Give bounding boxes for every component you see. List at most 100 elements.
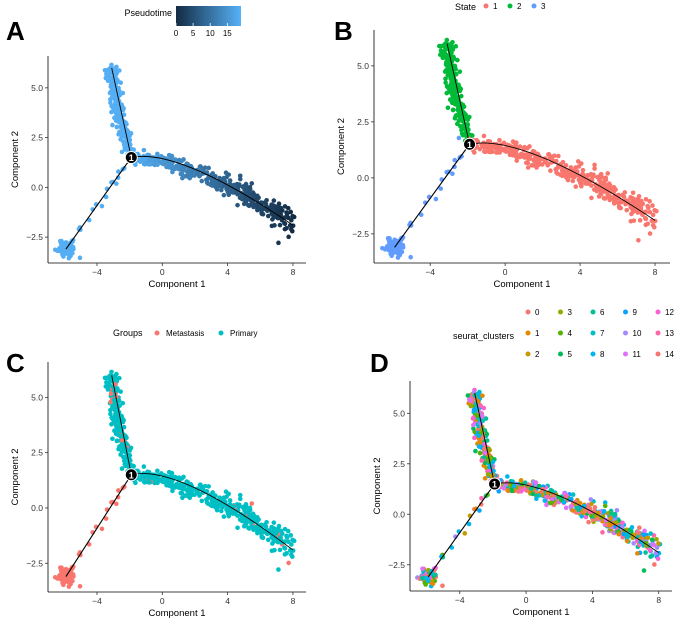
y-axis-title: Component 2 — [372, 457, 383, 514]
cell-point — [655, 556, 661, 562]
legend-key — [590, 309, 596, 315]
legend-key — [590, 351, 596, 357]
cell-point — [616, 531, 622, 537]
y-tick-label: 2.5 — [357, 117, 369, 127]
cell-point — [472, 150, 477, 155]
cell-point — [647, 198, 652, 204]
cell-point — [121, 106, 126, 111]
cell-point — [513, 140, 519, 145]
cell-point — [99, 526, 105, 532]
cell-point — [282, 204, 288, 209]
cell-point — [592, 162, 597, 168]
cell-point — [282, 552, 288, 557]
cell-point — [148, 474, 153, 480]
cell-point — [476, 433, 482, 439]
cell-point — [68, 581, 73, 587]
cell-point — [391, 246, 397, 252]
cell-point — [471, 407, 477, 413]
cell-point — [169, 153, 175, 159]
cell-point — [166, 165, 172, 170]
cell-point — [146, 479, 151, 485]
cell-point — [275, 528, 281, 533]
y-tick-label: 2.5 — [31, 448, 43, 458]
cell-point — [645, 203, 650, 209]
cell-point — [477, 146, 483, 152]
cell-point — [108, 391, 114, 396]
cell-point — [272, 212, 278, 217]
x-tick-label: 4 — [225, 596, 230, 606]
cell-point — [479, 414, 485, 419]
cell-point — [444, 59, 449, 65]
cell-point — [392, 237, 397, 243]
cell-point — [544, 502, 549, 508]
cell-point — [227, 178, 233, 183]
cell-point — [148, 157, 153, 162]
cell-point — [474, 413, 480, 419]
legend-key — [154, 330, 160, 336]
cell-point — [205, 501, 211, 506]
cell-point — [547, 155, 553, 161]
legend-key — [525, 309, 531, 315]
cell-point — [630, 196, 635, 201]
colorbar-tick-label: 10 — [206, 29, 215, 38]
y-tick-label: 0.0 — [31, 182, 43, 192]
cell-point — [286, 539, 291, 545]
x-tick-label: 4 — [590, 595, 595, 605]
cell-point — [536, 493, 542, 498]
cell-point — [397, 252, 403, 258]
legend-label: 12 — [665, 308, 674, 317]
cell-point — [118, 434, 124, 439]
cell-point — [525, 165, 531, 170]
legend: State 1 2 3 — [455, 2, 546, 12]
cell-point — [284, 533, 289, 539]
x-tick-label: −4 — [92, 596, 102, 606]
cell-point — [278, 539, 284, 545]
cell-point — [652, 562, 657, 567]
cell-point — [77, 583, 83, 589]
cell-point — [141, 147, 147, 153]
panel-label-B: B — [334, 16, 353, 46]
cell-point — [141, 161, 147, 167]
cell-point — [288, 533, 294, 538]
cell-point — [446, 169, 451, 175]
cell-point — [461, 104, 466, 110]
cell-point — [288, 209, 294, 215]
x-tick-label: 8 — [291, 267, 296, 277]
cell-point — [579, 513, 585, 519]
cell-point — [545, 162, 551, 167]
cell-point — [618, 199, 624, 205]
cell-point — [181, 486, 186, 492]
cell-point — [282, 220, 287, 226]
cell-point — [524, 160, 529, 166]
cell-point — [450, 107, 456, 113]
cell-point — [118, 120, 124, 126]
cell-point — [57, 248, 63, 253]
cell-point — [286, 215, 291, 221]
legend-label: 13 — [665, 329, 674, 338]
legend-label: 9 — [633, 308, 638, 317]
cell-point — [482, 446, 487, 452]
legend-key — [623, 351, 628, 357]
cell-point — [111, 397, 117, 403]
x-tick-label: 8 — [653, 267, 658, 277]
cell-point — [172, 474, 178, 480]
cell-point — [452, 157, 458, 163]
cell-point — [589, 501, 594, 507]
cell-point — [237, 176, 243, 182]
cell-point — [272, 535, 278, 541]
cell-point — [185, 161, 191, 167]
cell-point — [569, 496, 574, 502]
cell-point — [123, 121, 129, 127]
legend-label: 6 — [600, 308, 605, 317]
cell-point — [184, 493, 190, 498]
cell-point — [276, 523, 282, 529]
cell-point — [260, 206, 266, 211]
cell-point — [517, 154, 523, 160]
cell-point — [652, 207, 657, 213]
cell-point — [636, 530, 642, 536]
cell-point — [628, 218, 634, 224]
cell-point — [184, 173, 190, 179]
cell-point — [118, 80, 123, 86]
